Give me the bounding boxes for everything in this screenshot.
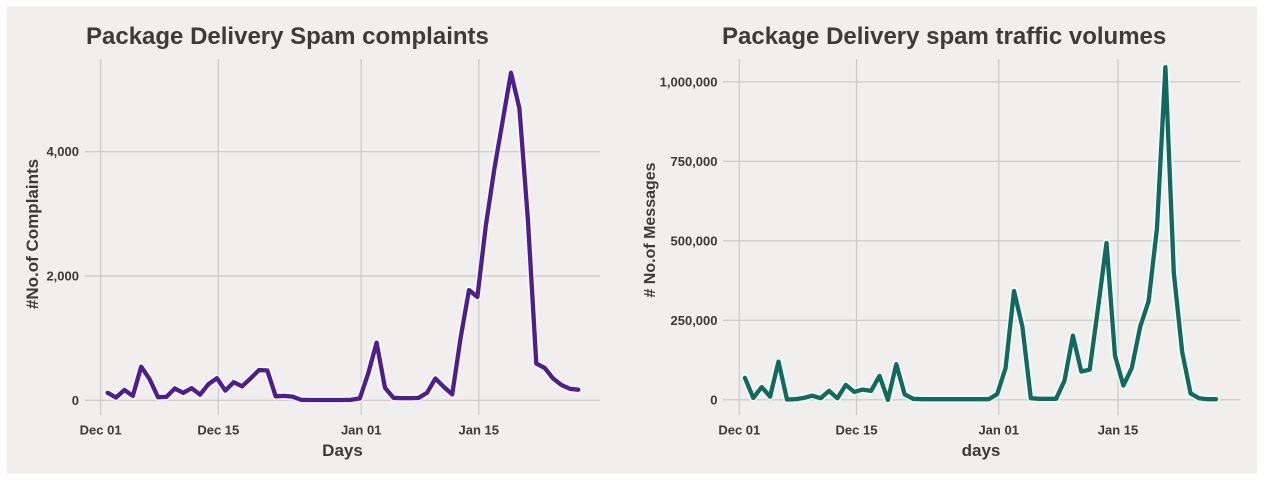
svg-text:750,000: 750,000 (671, 154, 718, 169)
svg-text:4,000: 4,000 (46, 144, 79, 159)
svg-text:Jan 15: Jan 15 (459, 423, 499, 438)
svg-text:0: 0 (72, 393, 79, 408)
svg-text:Days: Days (322, 441, 363, 460)
svg-text:500,000: 500,000 (671, 233, 718, 248)
svg-text:Package Delivery spam traffic: Package Delivery spam traffic volumes (722, 23, 1166, 50)
svg-text:Dec 15: Dec 15 (197, 423, 239, 438)
svg-text:Jan 15: Jan 15 (1098, 423, 1138, 438)
svg-text:Jan 01: Jan 01 (341, 423, 381, 438)
svg-text:2,000: 2,000 (46, 269, 79, 284)
svg-text:days: days (962, 441, 1001, 460)
svg-text:Dec 15: Dec 15 (836, 423, 878, 438)
svg-text:1,000,000: 1,000,000 (660, 74, 718, 89)
svg-text:Jan 01: Jan 01 (978, 423, 1018, 438)
svg-text:#No.of Complaints: #No.of Complaints (23, 159, 42, 309)
svg-text:250,000: 250,000 (671, 313, 718, 328)
svg-text:0: 0 (710, 392, 717, 407)
svg-text:Package Delivery Spam complain: Package Delivery Spam complaints (86, 23, 489, 50)
svg-text:# No.of Messages: # No.of Messages (642, 162, 659, 297)
svg-text:Dec 01: Dec 01 (718, 423, 760, 438)
svg-text:Dec 01: Dec 01 (80, 423, 122, 438)
